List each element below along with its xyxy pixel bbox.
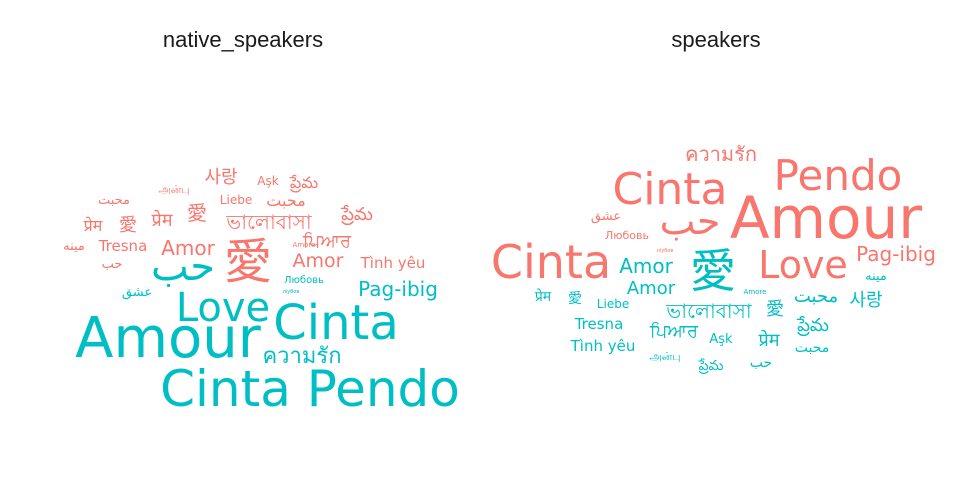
word-label: عشق <box>591 209 621 224</box>
panel-title-native-speakers: native_speakers <box>163 27 323 52</box>
word-label: Tresna <box>98 237 148 255</box>
word-label: Cinta <box>273 295 399 351</box>
word-label: ప్రేమ <box>289 173 318 193</box>
word-label: مینه <box>865 269 887 284</box>
word-label: அன்பு <box>158 183 189 196</box>
word-label: Pendo <box>774 151 903 200</box>
word-label: ਪਿਆਰ <box>649 321 699 342</box>
word-label: ప్రేమ <box>340 204 373 226</box>
word-label: Amor <box>161 236 215 260</box>
word-label: Tình yêu <box>570 337 636 355</box>
word-label: Amour <box>730 184 922 252</box>
word-label: Pag-ibig <box>358 277 438 301</box>
word-label: محبت <box>98 193 130 208</box>
word-label: عشق <box>122 285 152 300</box>
word-label: 愛 <box>187 201 207 225</box>
word-label: Liebe <box>220 193 252 207</box>
word-label: ліубов <box>657 248 674 254</box>
word-label: ভালোবাসা <box>225 210 313 234</box>
word-label: Amore <box>744 288 767 296</box>
word-label: محبت <box>266 191 305 210</box>
word-label: Liebe <box>597 297 629 311</box>
word-label: प्रेम <box>535 288 552 305</box>
word-label: محبت <box>795 340 830 356</box>
word-label: प्रेम <box>151 209 173 231</box>
word-label: ความรัก <box>685 142 757 166</box>
word-label: Love <box>758 243 848 287</box>
word-label: محبت <box>794 286 838 307</box>
word-label: Tình yêu <box>360 254 426 272</box>
word-label: ప్రేమ <box>698 358 724 374</box>
word-label: 愛 <box>224 234 272 290</box>
word-label: 사랑 <box>849 290 882 311</box>
word-label: Tresna <box>574 315 624 333</box>
word-label: Cinta <box>491 235 611 289</box>
word-label: Cinta <box>612 164 727 215</box>
word-label: Amor <box>627 278 676 299</box>
word-label: 愛 <box>766 299 784 320</box>
word-label: Aşk <box>709 332 733 347</box>
word-label: Love <box>176 285 270 331</box>
word-label: مینه <box>63 239 85 254</box>
word-label: ਪਿਆਰ <box>302 231 352 252</box>
word-label: Любовь <box>605 229 649 242</box>
word-label: Amor <box>619 254 673 278</box>
word-label: 사랑 <box>204 167 237 188</box>
word-label: 愛 <box>690 244 736 298</box>
word-label: Amor <box>293 250 344 272</box>
word-label: Любовь <box>284 275 324 286</box>
word-label: 愛 <box>568 291 582 307</box>
word-label: ліубов <box>283 289 300 295</box>
word-label: ప్రేమ <box>796 315 829 337</box>
word-label: حب <box>660 199 721 243</box>
word-label: அன்பு <box>649 350 680 363</box>
word-label: Cinta Pendo <box>160 360 460 418</box>
word-label: حب <box>750 355 772 371</box>
word-label: حب <box>102 257 123 272</box>
word-label: حب <box>151 244 215 290</box>
word-label: प्रेम <box>758 329 780 351</box>
word-label: Amore <box>293 241 316 249</box>
word-label: ความรัก <box>262 344 341 369</box>
word-label: Pag-ibig <box>856 242 936 266</box>
word-label: प्रेम <box>84 216 103 235</box>
panel-title-speakers: speakers <box>671 27 760 52</box>
word-label: Aşk <box>257 174 278 188</box>
word-label: 愛 <box>119 215 137 236</box>
word-label: Amour <box>75 306 262 371</box>
word-label: ভালোবাসা <box>665 299 753 323</box>
